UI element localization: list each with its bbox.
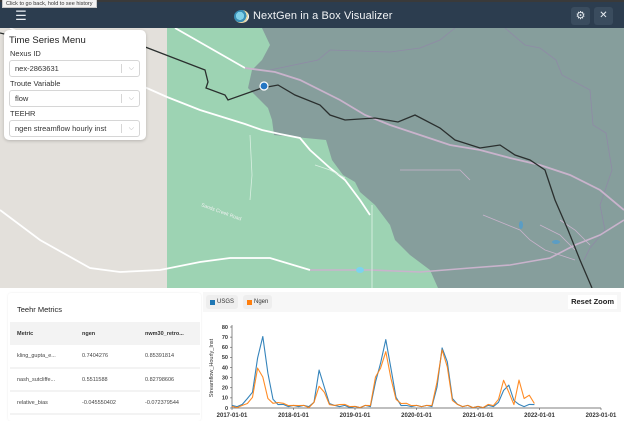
- top-header: ☰ NextGen in a Box Visualizer ⚙ ✕: [0, 0, 624, 28]
- time-series-menu: Time Series Menu Nexus ID nex-2863631 ⌵ …: [4, 30, 146, 140]
- legend-label-ngen: Ngen: [254, 299, 269, 305]
- legend-item-usgs[interactable]: USGS: [206, 295, 239, 309]
- nexus-marker[interactable]: [259, 81, 269, 91]
- svg-text:0: 0: [225, 406, 228, 412]
- table-header-row: Metric ngen nwm30_retro...: [10, 322, 200, 345]
- close-icon: ✕: [599, 10, 608, 21]
- gear-icon: ⚙: [575, 10, 586, 22]
- troute-variable-select[interactable]: flow ⌵: [9, 90, 140, 107]
- svg-text:50: 50: [222, 355, 228, 361]
- nwm30-value: -0.072379544: [138, 391, 200, 415]
- svg-text:2020-01-01: 2020-01-01: [401, 413, 432, 419]
- chart-legend-bar: USGS Ngen Reset Zoom: [203, 292, 621, 312]
- chevron-down-icon: ⌵: [128, 65, 134, 72]
- svg-text:2021-01-01: 2021-01-01: [463, 413, 494, 419]
- select-separator: [121, 94, 122, 103]
- svg-text:70: 70: [222, 335, 228, 341]
- usgs-swatch-icon: [210, 299, 215, 305]
- svg-text:30: 30: [222, 375, 228, 381]
- metric-name: relative_bias: [10, 391, 75, 415]
- svg-text:80: 80: [222, 325, 228, 331]
- svg-text:2017-01-01: 2017-01-01: [217, 413, 248, 419]
- svg-text:2019-01-01: 2019-01-01: [340, 413, 371, 419]
- metric-name: kling_gupta_e...: [10, 345, 75, 369]
- nexus-id-label: Nexus ID: [10, 49, 41, 58]
- metrics-table: Metric ngen nwm30_retro... kling_gupta_e…: [10, 322, 200, 415]
- app-title: NextGen in a Box Visualizer: [253, 10, 393, 22]
- chevron-down-icon: ⌵: [128, 125, 134, 132]
- metrics-title: Teehr Metrics: [17, 305, 63, 314]
- streamflow-chart[interactable]: 0 10 20 30 40 50 60 70 80 Streamflow_Hourly_Inst 2…: [203, 292, 621, 421]
- column-header-metric[interactable]: Metric: [10, 322, 75, 345]
- map-canvas[interactable]: Sands Creek Road: [0, 28, 624, 288]
- table-row: nash_sutcliffe... 0.5511588 0.82798606: [10, 368, 200, 392]
- reset-zoom-button[interactable]: Reset Zoom: [568, 295, 617, 309]
- app-title-group: NextGen in a Box Visualizer: [234, 6, 392, 26]
- table-row: relative_bias -0.045550402 -0.072379544: [10, 391, 200, 415]
- select-separator: [121, 124, 122, 133]
- teehr-select[interactable]: ngen streamflow hourly inst ⌵: [9, 120, 140, 137]
- nwm30-value: 0.82798606: [138, 368, 200, 392]
- metric-name: nash_sutcliffe...: [10, 368, 75, 392]
- svg-text:40: 40: [222, 365, 228, 371]
- troute-variable-value: flow: [15, 94, 29, 103]
- svg-text:2023-01-01: 2023-01-01: [586, 413, 617, 419]
- chevron-down-icon: ⌵: [128, 95, 134, 102]
- svg-text:20: 20: [222, 386, 228, 392]
- teehr-value: ngen streamflow hourly inst: [15, 124, 107, 133]
- back-tooltip: Click to go back, hold to see history: [2, 0, 97, 8]
- column-header-ngen[interactable]: ngen: [75, 322, 138, 345]
- menu-icon[interactable]: ☰: [15, 8, 27, 23]
- ngen-swatch-icon: [247, 299, 252, 305]
- settings-button[interactable]: ⚙: [571, 7, 590, 25]
- teehr-label: TEEHR: [10, 109, 36, 118]
- menu-title: Time Series Menu: [9, 35, 86, 46]
- bottom-panel: Teehr Metrics Metric ngen nwm30_retro...…: [0, 288, 624, 421]
- svg-text:60: 60: [222, 345, 228, 351]
- legend-label-usgs: USGS: [217, 299, 235, 305]
- svg-text:Streamflow_Hourly_Inst: Streamflow_Hourly_Inst: [209, 338, 215, 397]
- column-header-nwm30[interactable]: nwm30_retro...: [138, 322, 200, 345]
- nexus-id-value: nex-2863631: [15, 64, 59, 73]
- ngen-value: -0.045550402: [75, 391, 138, 415]
- svg-text:2018-01-01: 2018-01-01: [278, 413, 309, 419]
- select-separator: [121, 64, 122, 73]
- logo-icon: [234, 9, 249, 23]
- nwm30-value: 0.85391814: [138, 345, 200, 369]
- svg-text:2022-01-01: 2022-01-01: [524, 413, 555, 419]
- ngen-value: 0.7404276: [75, 345, 138, 369]
- legend-item-ngen[interactable]: Ngen: [243, 295, 273, 309]
- close-button[interactable]: ✕: [594, 7, 613, 25]
- streamflow-chart-card: USGS Ngen Reset Zoom 0 10 20 30 40 50 60 70 80 St…: [203, 292, 621, 421]
- ngen-value: 0.5511588: [75, 368, 138, 392]
- troute-variable-label: Troute Variable: [10, 79, 61, 88]
- nexus-id-select[interactable]: nex-2863631 ⌵: [9, 60, 140, 77]
- table-row: kling_gupta_e... 0.7404276 0.85391814: [10, 345, 200, 369]
- teehr-metrics-card: Teehr Metrics Metric ngen nwm30_retro...…: [8, 293, 201, 421]
- svg-text:10: 10: [222, 396, 228, 402]
